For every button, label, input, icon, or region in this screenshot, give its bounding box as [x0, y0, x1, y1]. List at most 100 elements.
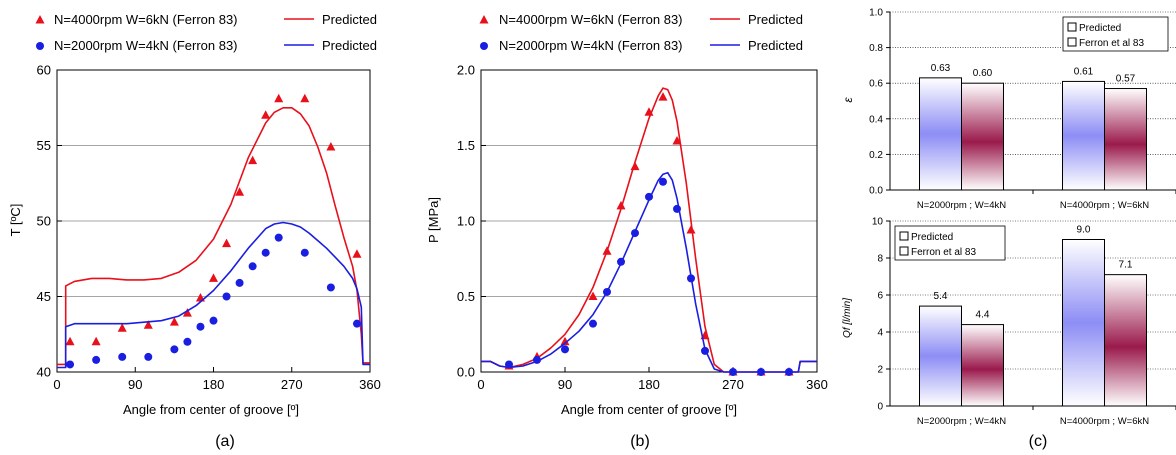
- chart-a-series-2-point: [66, 360, 75, 369]
- chart-a-caption: (a): [215, 433, 235, 450]
- chart-b-series-0-point: [560, 336, 570, 346]
- chart-b-legend-triangle-marker: [479, 15, 489, 24]
- legend-a-item-3: N=2000rpm W=4kN (Ferron 83): [54, 38, 238, 53]
- chart-a-series-1-line: [57, 107, 370, 366]
- chart-a-legend: N=4000rpm W=6kN (Ferron 83) Predicted N=…: [35, 12, 377, 53]
- chart-c-bottom-bar-value-label: 9.0: [1077, 225, 1091, 236]
- chart-c-top-ytick-label: 1.0: [869, 8, 883, 19]
- chart-b: N=4000rpm W=6kN (Ferron 83) Predicted N=…: [426, 12, 828, 450]
- chart-c-bottom-category-label: N=2000rpm ; W=4kN: [917, 416, 1006, 427]
- chart-a-series-0-point: [326, 142, 336, 151]
- chart-c-bottom-bar-predicted: [919, 305, 962, 407]
- chart-c-bottom-legend-label: Ferron et al 83: [911, 247, 976, 258]
- chart-a-series-2-point: [222, 292, 231, 301]
- chart-c-bottom-ylabel: Qf [l/min]: [842, 298, 853, 338]
- chart-c-bottom-bar-predicted: [1062, 239, 1105, 407]
- legend-b-item-4: Predicted: [748, 38, 803, 53]
- chart-a-series-0-point: [235, 187, 245, 196]
- chart-b-ytick-label: 1.5: [457, 138, 475, 153]
- chart-a-xtick-label: 270: [281, 377, 303, 392]
- chart-a-series-2-point: [248, 262, 257, 271]
- chart-a-xtick-label: 0: [53, 377, 60, 392]
- chart-a-ytick-label: 45: [37, 289, 51, 304]
- chart-b-xlabel: Angle from center of groove [º]: [561, 402, 737, 417]
- chart-a-series-2-point: [183, 337, 192, 346]
- chart-b-series-0-point: [686, 225, 696, 234]
- chart-c-top-ytick-label: 0.4: [869, 114, 883, 125]
- chart-a-series-0-point: [117, 323, 127, 332]
- chart-b-series-0-point: [616, 200, 626, 210]
- legend-b-item-3: N=2000rpm W=4kN (Ferron 83): [499, 38, 683, 53]
- chart-c-top-legend-swatch: [1067, 22, 1077, 32]
- chart-a-xtick-label: 360: [359, 377, 381, 392]
- chart-c-bottom-bar-value-label: 5.4: [934, 291, 948, 302]
- chart-c-bottom-bar-ferron: [961, 324, 1004, 407]
- chart-c-top-bar-ferron: [1104, 88, 1147, 191]
- legend-a-item-2: Predicted: [322, 12, 377, 27]
- chart-c-bottom-bar-ferron: [1104, 274, 1147, 407]
- chart-a-series-2-point: [196, 322, 205, 331]
- chart-b-legend-circle-marker: [480, 42, 488, 50]
- chart-a-ytick-label: 50: [37, 214, 51, 229]
- legend-b-item-2: Predicted: [748, 12, 803, 27]
- chart-a-series-2-point: [209, 316, 218, 325]
- chart-a-legend-triangle-marker: [35, 15, 45, 24]
- chart-c-top-category-label: N=2000rpm ; W=4kN: [917, 200, 1006, 211]
- chart-b-series-0-point: [672, 135, 682, 145]
- chart-a-legend-circle-marker: [36, 42, 44, 50]
- chart-a-ytick-label: 60: [37, 63, 51, 78]
- chart-c-bottom-ytick-label: 4: [877, 328, 883, 339]
- chart-b-xtick-label: 360: [806, 377, 828, 392]
- chart-b-series-0-point: [588, 291, 598, 300]
- chart-a-series-0-point: [209, 273, 218, 282]
- chart-b-xtick-label: 90: [558, 377, 572, 392]
- chart-c-bottom-legend-box: [894, 225, 1006, 261]
- chart-c-bottom-bar-value-label: 7.1: [1119, 260, 1133, 271]
- chart-b-series-1-line: [481, 87, 817, 373]
- chart-a-ylabel: T [ºC]: [8, 204, 23, 237]
- chart-c-bottom-legend-label: Predicted: [911, 232, 953, 243]
- chart-b-xtick-label: 270: [722, 377, 744, 392]
- chart-b-ytick-label: 0.5: [457, 289, 475, 304]
- chart-a-series-2-point: [274, 233, 283, 242]
- chart-a-series-2-point: [261, 248, 270, 257]
- chart-a-xlabel: Angle from center of groove [º]: [123, 402, 299, 417]
- chart-c-bottom-ytick-label: 8: [877, 254, 883, 265]
- legend-a-item-1: N=4000rpm W=6kN (Ferron 83): [54, 12, 238, 27]
- chart-c-top-bar-value-label: 0.57: [1116, 74, 1136, 85]
- chart-c-top-legend: Predicted Ferron et al 83: [1062, 16, 1169, 52]
- chart-a-series-2-point: [326, 283, 335, 292]
- chart-c-top-legend-label: Ferron et al 83: [1079, 38, 1144, 49]
- chart-c-top-bar-value-label: 0.63: [931, 63, 951, 74]
- chart-c-bottom-category-label: N=4000rpm ; W=6kN: [1060, 416, 1149, 427]
- chart-c-top-ytick-label: 0.0: [869, 186, 883, 197]
- chart-a: N=4000rpm W=6kN (Ferron 83) Predicted N=…: [8, 12, 381, 450]
- chart-c-bottom-bar-value-label: 4.4: [976, 310, 990, 321]
- chart-c-top-bar-predicted: [1062, 80, 1105, 191]
- chart-c-top-ytick-label: 0.8: [869, 43, 883, 54]
- chart-c-top-ytick-label: 0.2: [869, 150, 883, 161]
- chart-c-top-category-label: N=4000rpm ; W=6kN: [1060, 200, 1149, 211]
- chart-a-series-0-point: [91, 336, 101, 346]
- chart-a-series-2-point: [170, 345, 179, 354]
- chart-a-series-2-point: [144, 352, 153, 361]
- chart-b-series-2-point: [659, 177, 667, 186]
- chart-c-bottom-ytick-label: 2: [877, 365, 883, 376]
- chart-c-top-bar-predicted: [919, 77, 962, 191]
- chart-a-series-2-point: [352, 319, 361, 328]
- chart-a-series-0-point: [300, 93, 310, 103]
- chart-b-series-3-line: [481, 171, 817, 373]
- chart-c-top-ytick-label: 0.6: [869, 79, 883, 90]
- chart-a-series-2-point: [300, 248, 309, 257]
- chart-b-ytick-label: 0.0: [457, 365, 475, 380]
- chart-c-top-bar-value-label: 0.61: [1074, 66, 1094, 77]
- chart-b-caption: (b): [630, 433, 650, 450]
- chart-b-xtick-label: 180: [638, 377, 660, 392]
- chart-b-series-2-point: [589, 319, 597, 328]
- chart-c-bottom-legend-swatch: [899, 231, 909, 241]
- chart-c-top-legend-box: [1062, 16, 1169, 52]
- chart-a-series-2-point: [118, 352, 127, 361]
- chart-c-bottom-legend: Predicted Ferron et al 83: [894, 225, 1006, 261]
- chart-b-ytick-label: 2.0: [457, 63, 475, 78]
